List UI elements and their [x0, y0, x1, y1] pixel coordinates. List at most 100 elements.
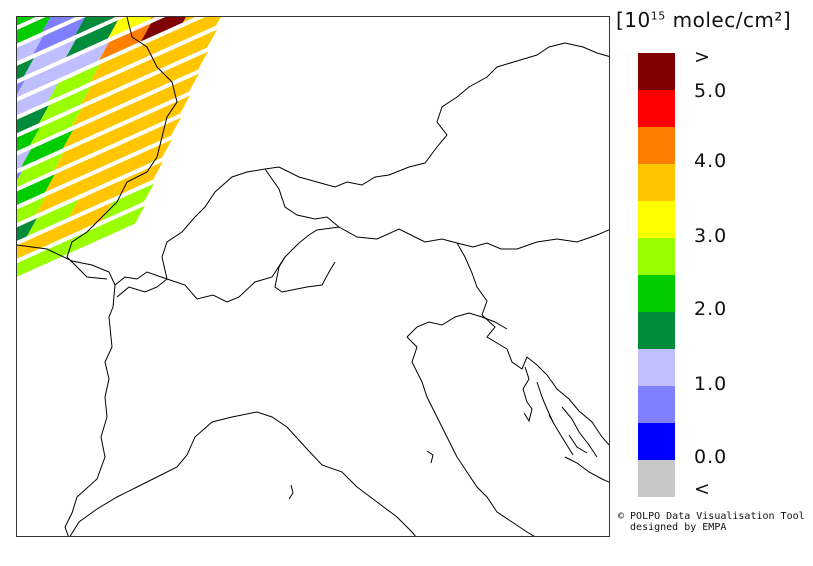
- swath-pixel: [17, 61, 67, 98]
- swath-pixel: [51, 224, 103, 262]
- colorbar-swatch: [638, 53, 675, 90]
- swath-pixel: [78, 158, 130, 196]
- colorbar-swatch: [638, 423, 675, 460]
- colorbar-tick-label: 5.0: [694, 80, 728, 102]
- coastline: [506, 348, 609, 446]
- swath-pixel: [33, 17, 85, 55]
- swath-pixel: [17, 36, 43, 62]
- coastline: [406, 336, 535, 536]
- swath-pixel: [87, 136, 139, 174]
- colorbar-tick-label: 3.0: [694, 225, 728, 247]
- satellite-swath: [17, 17, 221, 277]
- swath-pixel: [81, 67, 133, 105]
- swath-pixel: [54, 133, 106, 171]
- swath-pixel: [123, 48, 175, 86]
- swath-pixel: [60, 202, 112, 240]
- colorbar-tick-label: <: [694, 478, 711, 500]
- map-canvas: [17, 17, 609, 536]
- colorbar-tick-label: >: [694, 46, 711, 68]
- coastline: [406, 312, 508, 338]
- swath-pixel: [17, 17, 51, 44]
- border-line: [114, 226, 609, 303]
- colorbar-swatch: [638, 460, 675, 497]
- swath-pixel: [17, 149, 31, 169]
- swath-pixel: [114, 70, 166, 108]
- credit-text: © POLPO Data Visualisation Tool designed…: [618, 511, 805, 533]
- swath-pixel: [24, 39, 76, 77]
- swath-pixel: [36, 177, 88, 215]
- colorbar-tick-label: 2.0: [694, 298, 728, 320]
- swath-pixel: [93, 205, 145, 243]
- swath-pixel: [138, 95, 190, 133]
- colorbar-swatch: [638, 349, 675, 386]
- colorbar-swatch: [638, 164, 675, 201]
- colorbar-swatch: [638, 238, 675, 275]
- border-line: [116, 278, 168, 298]
- swath-pixel: [17, 243, 61, 277]
- border-line: [17, 244, 116, 536]
- swath-pixel: [42, 17, 76, 33]
- swath-pixel: [69, 180, 121, 218]
- unit-base: [10: [616, 8, 651, 32]
- credit-line-1: © POLPO Data Visualisation Tool: [618, 511, 805, 522]
- swath-pixel: [141, 17, 187, 42]
- border-line: [456, 242, 508, 350]
- swath-pixel: [111, 161, 163, 199]
- border-line: [264, 42, 609, 188]
- swath-pixel: [63, 111, 115, 149]
- swath-pixel: [39, 86, 91, 124]
- island: [548, 414, 574, 456]
- swath-pixel: [105, 92, 157, 130]
- map-panel: [16, 16, 610, 537]
- colorbar-swatch: [638, 201, 675, 238]
- colorbar: [638, 53, 675, 497]
- colorbar-swatch: [638, 386, 675, 423]
- colorbar-swatch: [638, 312, 675, 349]
- swath-pixel: [183, 17, 196, 23]
- unit-exponent: 15: [650, 9, 666, 23]
- swath-pixel: [165, 29, 217, 67]
- island: [522, 366, 533, 423]
- border-line: [161, 168, 340, 280]
- colorbar-swatch: [638, 90, 675, 127]
- swath-pixel: [129, 117, 181, 155]
- colorbar-swatch: [638, 275, 675, 312]
- coastlines-and-borders: [17, 17, 609, 536]
- swath-pixel: [75, 17, 116, 36]
- swath-pixel: [132, 26, 184, 64]
- swath-pixel: [30, 108, 82, 146]
- swath-pixel: [48, 64, 100, 102]
- swath-pixel: [17, 80, 25, 95]
- island: [426, 450, 434, 464]
- swath-pixel: [174, 17, 221, 45]
- swath-pixel: [17, 83, 58, 116]
- island: [561, 406, 598, 458]
- border-line: [66, 17, 178, 280]
- swath-pixel: [99, 23, 151, 61]
- swath-pixel: [17, 58, 34, 80]
- credit-line-2: designed by EMPA: [618, 522, 727, 533]
- swath-pixel: [18, 221, 70, 259]
- unit-tail: molec/cm²]: [665, 8, 792, 32]
- swath-pixel: [17, 152, 64, 187]
- border-line: [274, 256, 336, 293]
- colorbar-tick-label: 1.0: [694, 373, 728, 395]
- swath-pixel: [72, 89, 124, 127]
- swath-pixel: [57, 42, 109, 80]
- swath-pixel: [45, 155, 97, 193]
- island: [536, 381, 554, 423]
- swath-pixel: [17, 196, 46, 223]
- colorbar-unit-label: [1015 molec/cm²]: [616, 8, 791, 32]
- swath-pixel: [102, 183, 154, 221]
- island: [564, 456, 609, 483]
- swath-pixel: [17, 218, 37, 241]
- swath-pixel: [17, 127, 40, 152]
- swath-pixel: [147, 73, 199, 111]
- swath-pixel: [21, 130, 73, 168]
- coastline: [69, 411, 416, 536]
- island: [288, 484, 294, 500]
- colorbar-swatch: [638, 127, 675, 164]
- swath-pixel: [96, 114, 148, 152]
- island: [568, 434, 588, 454]
- swath-pixel: [17, 174, 55, 205]
